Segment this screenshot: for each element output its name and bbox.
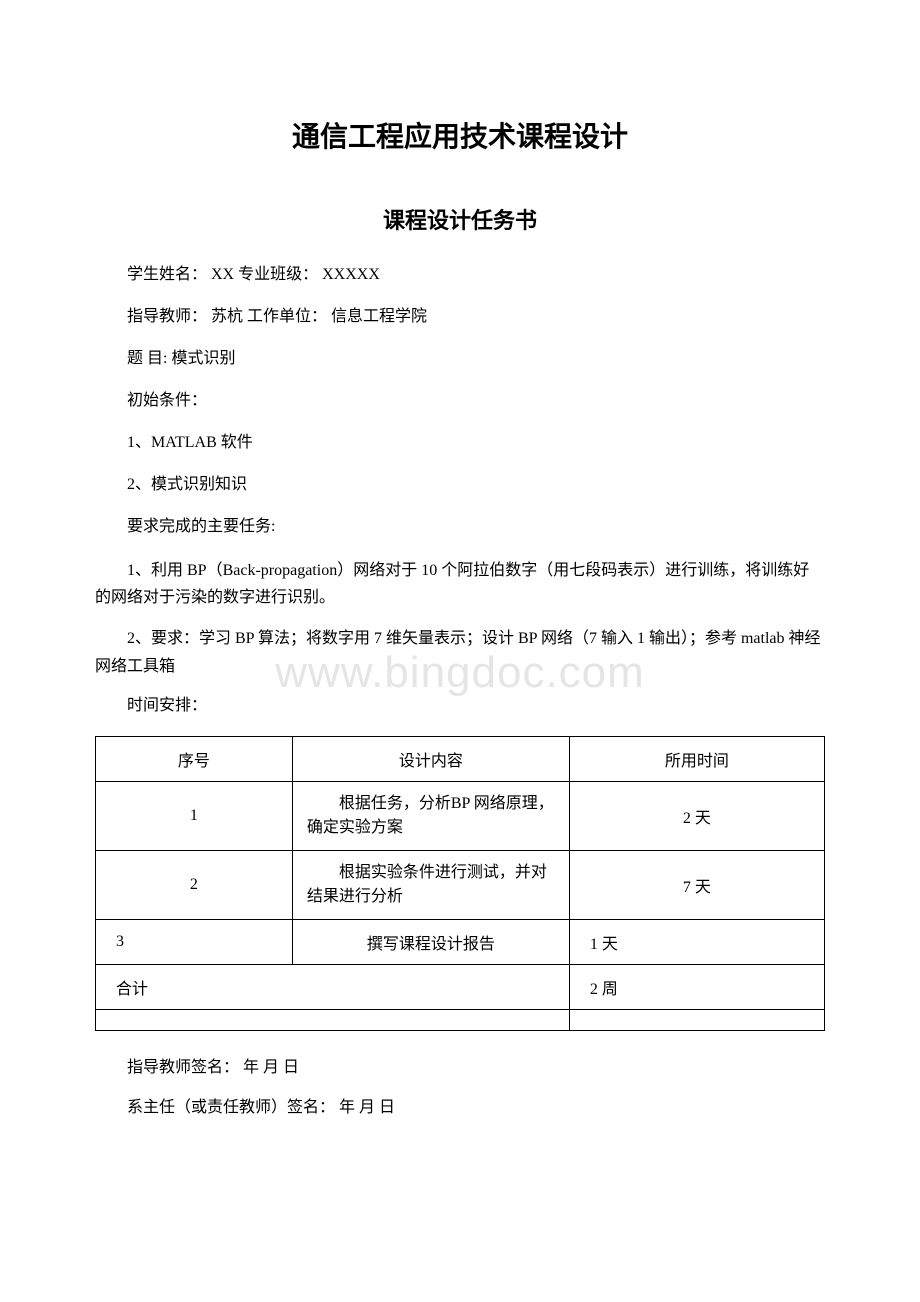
total-value: 2 周 [569, 964, 824, 1009]
initial-conditions-label: 初始条件： [95, 389, 825, 413]
student-line: 学生姓名： XX 专业班级： XXXXX [95, 263, 825, 287]
condition-1: 1、MATLAB 软件 [95, 431, 825, 455]
condition-2: 2、模式识别知识 [95, 473, 825, 497]
schedule-label: 时间安排： [95, 694, 825, 718]
cell-time: 1 天 [569, 919, 824, 964]
empty-cell [96, 1009, 570, 1030]
signature-teacher: 指导教师签名： 年 月 日 [95, 1053, 825, 1077]
requirement-1: 1、利用 BP（Back-propagation）网络对于 10 个阿拉伯数字（… [95, 557, 825, 611]
requirement-1-text: 1、利用 BP（Back-propagation）网络对于 10 个阿拉伯数字（… [95, 557, 825, 611]
cell-content: 撰写课程设计报告 [292, 919, 569, 964]
requirement-2-text: 2、要求：学习 BP 算法；将数字用 7 维矢量表示；设计 BP 网络（7 输入… [95, 625, 825, 679]
main-title: 通信工程应用技术课程设计 [95, 115, 825, 155]
cell-time: 7 天 [569, 850, 824, 919]
signature-dept: 系主任（或责任教师）签名： 年 月 日 [95, 1093, 825, 1117]
header-time: 所用时间 [569, 736, 824, 781]
teacher-line: 指导教师： 苏杭 工作单位： 信息工程学院 [95, 305, 825, 329]
header-content: 设计内容 [292, 736, 569, 781]
total-label: 合计 [96, 964, 570, 1009]
cell-seq: 1 [96, 781, 293, 850]
table-header-row: 序号 设计内容 所用时间 [96, 736, 825, 781]
schedule-table: 序号 设计内容 所用时间 1 根据任务，分析BP 网络原理，确定实验方案 2 天… [95, 736, 825, 1031]
cell-time: 2 天 [569, 781, 824, 850]
table-row: 2 根据实验条件进行测试，并对结果进行分析 7 天 [96, 850, 825, 919]
table-row: 3 撰写课程设计报告 1 天 [96, 919, 825, 964]
topic-line: 题 目: 模式识别 [95, 347, 825, 371]
table-row: 1 根据任务，分析BP 网络原理，确定实验方案 2 天 [96, 781, 825, 850]
requirement-2: 2、要求：学习 BP 算法；将数字用 7 维矢量表示；设计 BP 网络（7 输入… [95, 625, 825, 679]
cell-content: 根据任务，分析BP 网络原理，确定实验方案 [307, 792, 555, 840]
cell-seq: 2 [96, 850, 293, 919]
cell-content: 根据实验条件进行测试，并对结果进行分析 [307, 861, 555, 909]
header-seq: 序号 [96, 736, 293, 781]
document-content: 通信工程应用技术课程设计 课程设计任务书 学生姓名： XX 专业班级： XXXX… [95, 115, 825, 1117]
empty-cell [569, 1009, 824, 1030]
subtitle: 课程设计任务书 [95, 203, 825, 235]
table-empty-row [96, 1009, 825, 1030]
cell-seq: 3 [96, 919, 293, 964]
requirements-label: 要求完成的主要任务: [95, 515, 825, 539]
table-total-row: 合计 2 周 [96, 964, 825, 1009]
